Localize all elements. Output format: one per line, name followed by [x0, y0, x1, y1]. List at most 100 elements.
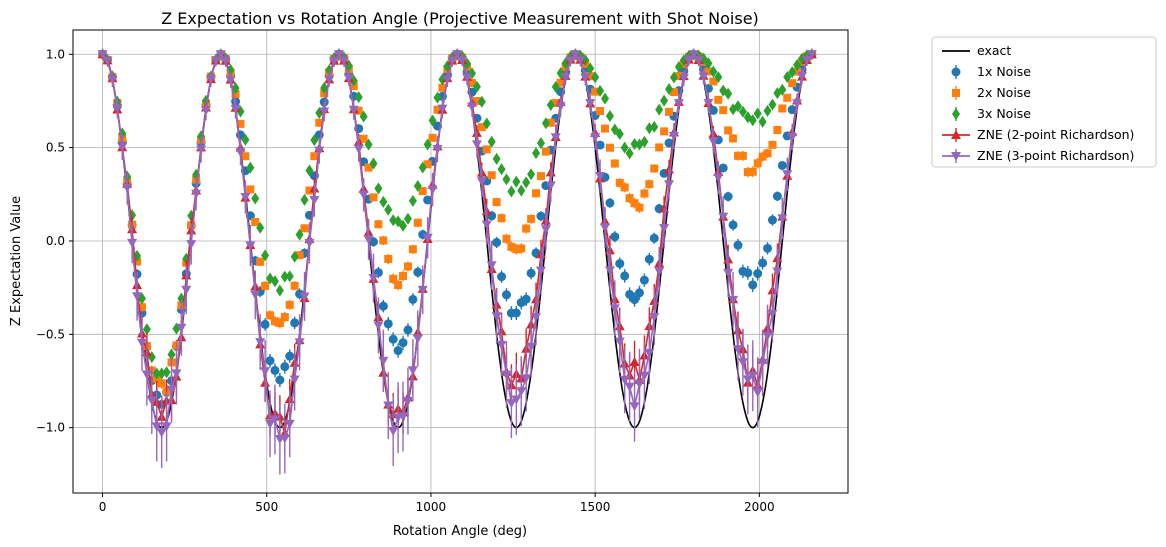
data-point	[359, 134, 368, 143]
data-point	[428, 114, 437, 127]
data-point	[704, 57, 713, 70]
data-point	[186, 240, 197, 250]
data-point	[433, 91, 442, 104]
data-point	[280, 270, 289, 283]
data-point	[743, 268, 753, 278]
data-point	[496, 340, 507, 350]
data-point	[389, 214, 398, 227]
data-point	[526, 268, 536, 278]
data-point	[319, 107, 330, 117]
data-point	[586, 62, 595, 75]
data-point	[300, 224, 309, 233]
data-point	[718, 212, 729, 222]
data-point	[408, 194, 417, 207]
data-point	[196, 145, 207, 155]
legend-marker	[951, 67, 961, 77]
data-point	[531, 313, 542, 323]
data-point	[285, 300, 294, 309]
data-point	[251, 217, 260, 226]
data-point	[527, 168, 536, 181]
data-point	[673, 99, 684, 109]
data-point	[630, 138, 639, 151]
data-point	[604, 266, 615, 276]
data-point	[492, 237, 502, 247]
data-point	[665, 83, 674, 96]
data-point	[383, 401, 394, 411]
data-point	[146, 396, 157, 406]
data-point	[408, 245, 417, 254]
data-point	[389, 274, 398, 283]
data-point	[665, 107, 674, 116]
data-point	[304, 238, 315, 248]
data-point	[379, 236, 388, 245]
data-point	[511, 395, 522, 405]
data-point	[753, 107, 762, 120]
data-point	[309, 195, 320, 205]
data-point	[507, 242, 516, 251]
data-point	[497, 272, 507, 282]
y-tick-label: 0.5	[46, 141, 65, 155]
data-point	[359, 110, 368, 123]
data-point	[595, 140, 605, 150]
data-point	[605, 198, 615, 208]
data-point	[177, 292, 186, 305]
data-point	[447, 56, 458, 66]
data-point	[152, 367, 161, 380]
chart-title: Z Expectation vs Rotation Angle (Project…	[161, 9, 759, 28]
y-axis-label: Z Expectation Value	[9, 196, 24, 326]
data-point	[265, 419, 276, 429]
data-point	[151, 422, 162, 432]
data-point	[778, 83, 787, 96]
data-point	[718, 163, 728, 173]
data-point	[269, 415, 280, 425]
data-point	[649, 312, 660, 322]
data-point	[491, 312, 502, 322]
data-point	[738, 105, 747, 118]
data-point	[97, 50, 108, 60]
data-point	[599, 223, 610, 233]
data-point	[723, 268, 734, 278]
data-point	[743, 168, 752, 177]
data-point	[294, 338, 305, 348]
data-point	[748, 167, 757, 176]
data-point	[383, 319, 393, 329]
data-point	[418, 187, 427, 196]
data-point	[422, 233, 433, 243]
data-point	[738, 151, 747, 160]
data-point	[698, 72, 709, 82]
data-point	[511, 308, 521, 318]
data-point	[625, 194, 634, 203]
data-point	[640, 135, 649, 148]
data-point	[639, 371, 650, 381]
data-point	[788, 79, 797, 88]
data-point	[600, 124, 609, 133]
data-point	[487, 171, 496, 180]
y-tick-label: 0.0	[46, 234, 65, 248]
data-point	[733, 240, 743, 250]
data-point	[728, 220, 738, 230]
data-point	[368, 274, 379, 284]
data-point	[246, 161, 255, 174]
data-point	[427, 185, 438, 195]
data-point	[772, 267, 783, 277]
data-point	[428, 133, 437, 142]
data-point	[433, 105, 442, 114]
data-point	[246, 185, 255, 194]
data-point	[580, 73, 591, 83]
data-point	[369, 157, 378, 170]
data-point	[728, 295, 739, 305]
x-tick-label: 1000	[416, 500, 447, 514]
data-point	[546, 99, 555, 112]
data-point	[266, 311, 275, 320]
data-point	[629, 402, 640, 412]
data-point	[324, 75, 335, 85]
data-point	[540, 225, 551, 235]
data-point	[570, 50, 581, 60]
data-point	[320, 82, 329, 95]
data-point	[704, 67, 713, 76]
data-point	[364, 138, 373, 151]
data-point	[486, 261, 497, 271]
data-point	[142, 323, 151, 336]
data-point	[437, 104, 448, 114]
